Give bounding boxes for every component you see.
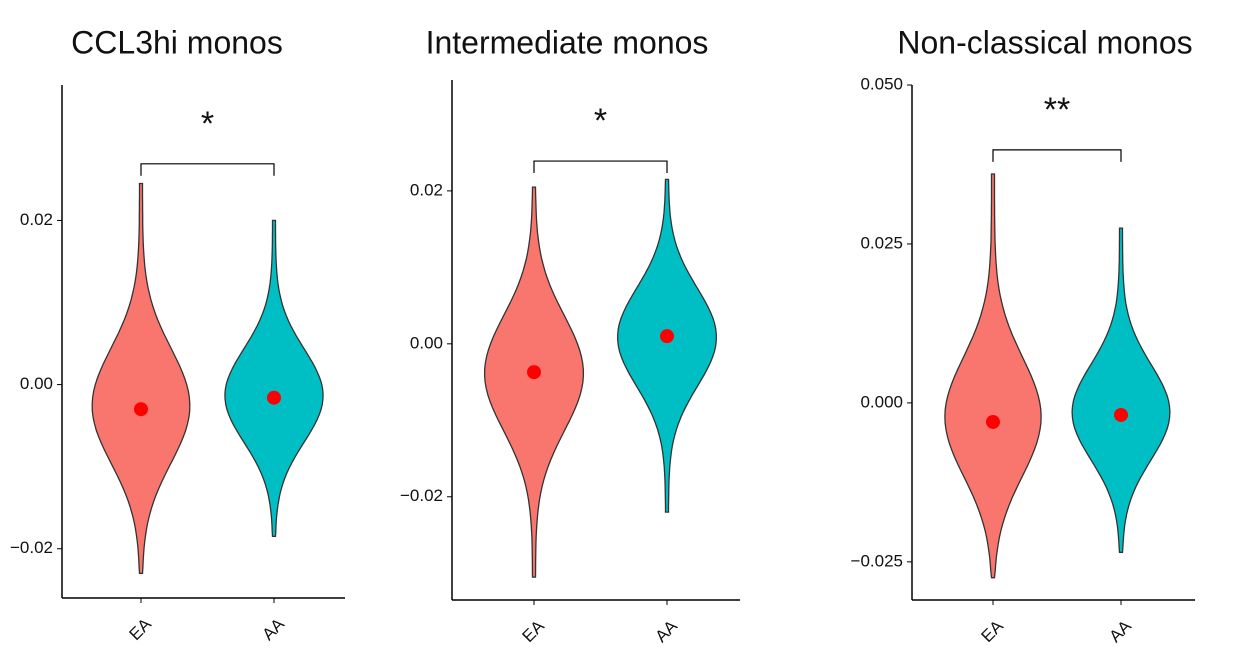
significance-label: *: [594, 102, 607, 140]
violin: [1071, 227, 1171, 553]
mean-dot: [1114, 407, 1128, 422]
significance-label: *: [201, 105, 214, 143]
x-tick-label: EA: [519, 616, 549, 646]
violin: [483, 186, 585, 578]
y-tick-label: 0.000: [860, 392, 903, 411]
y-tick-label: −0.02: [10, 538, 53, 557]
x-tick-label: AA: [1106, 616, 1136, 646]
violin: [91, 182, 191, 575]
y-tick-label: 0.025: [860, 233, 903, 252]
significance-label: **: [1044, 91, 1070, 129]
y-tick-label: 0.02: [20, 210, 53, 229]
panel-title: CCL3hi monos: [71, 24, 283, 60]
significance-bracket: [533, 160, 668, 174]
violin: [224, 219, 324, 538]
y-tick-label: 0.02: [410, 180, 443, 199]
x-tick-label: EA: [126, 614, 156, 644]
mean-dot: [986, 414, 1000, 429]
x-tick-label: EA: [978, 616, 1008, 646]
y-tick-label: −0.025: [851, 551, 903, 570]
mean-dot: [267, 390, 281, 405]
violin: [617, 178, 717, 513]
significance-bracket: [992, 149, 1122, 162]
mean-dot: [134, 402, 148, 417]
panel-title: Intermediate monos: [426, 24, 709, 60]
panel-title: Non-classical monos: [897, 24, 1192, 60]
y-tick-label: −0.02: [400, 486, 443, 505]
mean-dot: [527, 365, 541, 380]
violin: [944, 173, 1042, 579]
y-tick-label: 0.050: [860, 74, 903, 93]
y-tick-label: 0.00: [20, 374, 53, 393]
significance-bracket: [140, 163, 275, 176]
mean-dot: [660, 329, 674, 344]
x-tick-label: AA: [259, 614, 289, 644]
x-tick-label: AA: [652, 616, 682, 646]
y-tick-label: 0.00: [410, 333, 443, 352]
